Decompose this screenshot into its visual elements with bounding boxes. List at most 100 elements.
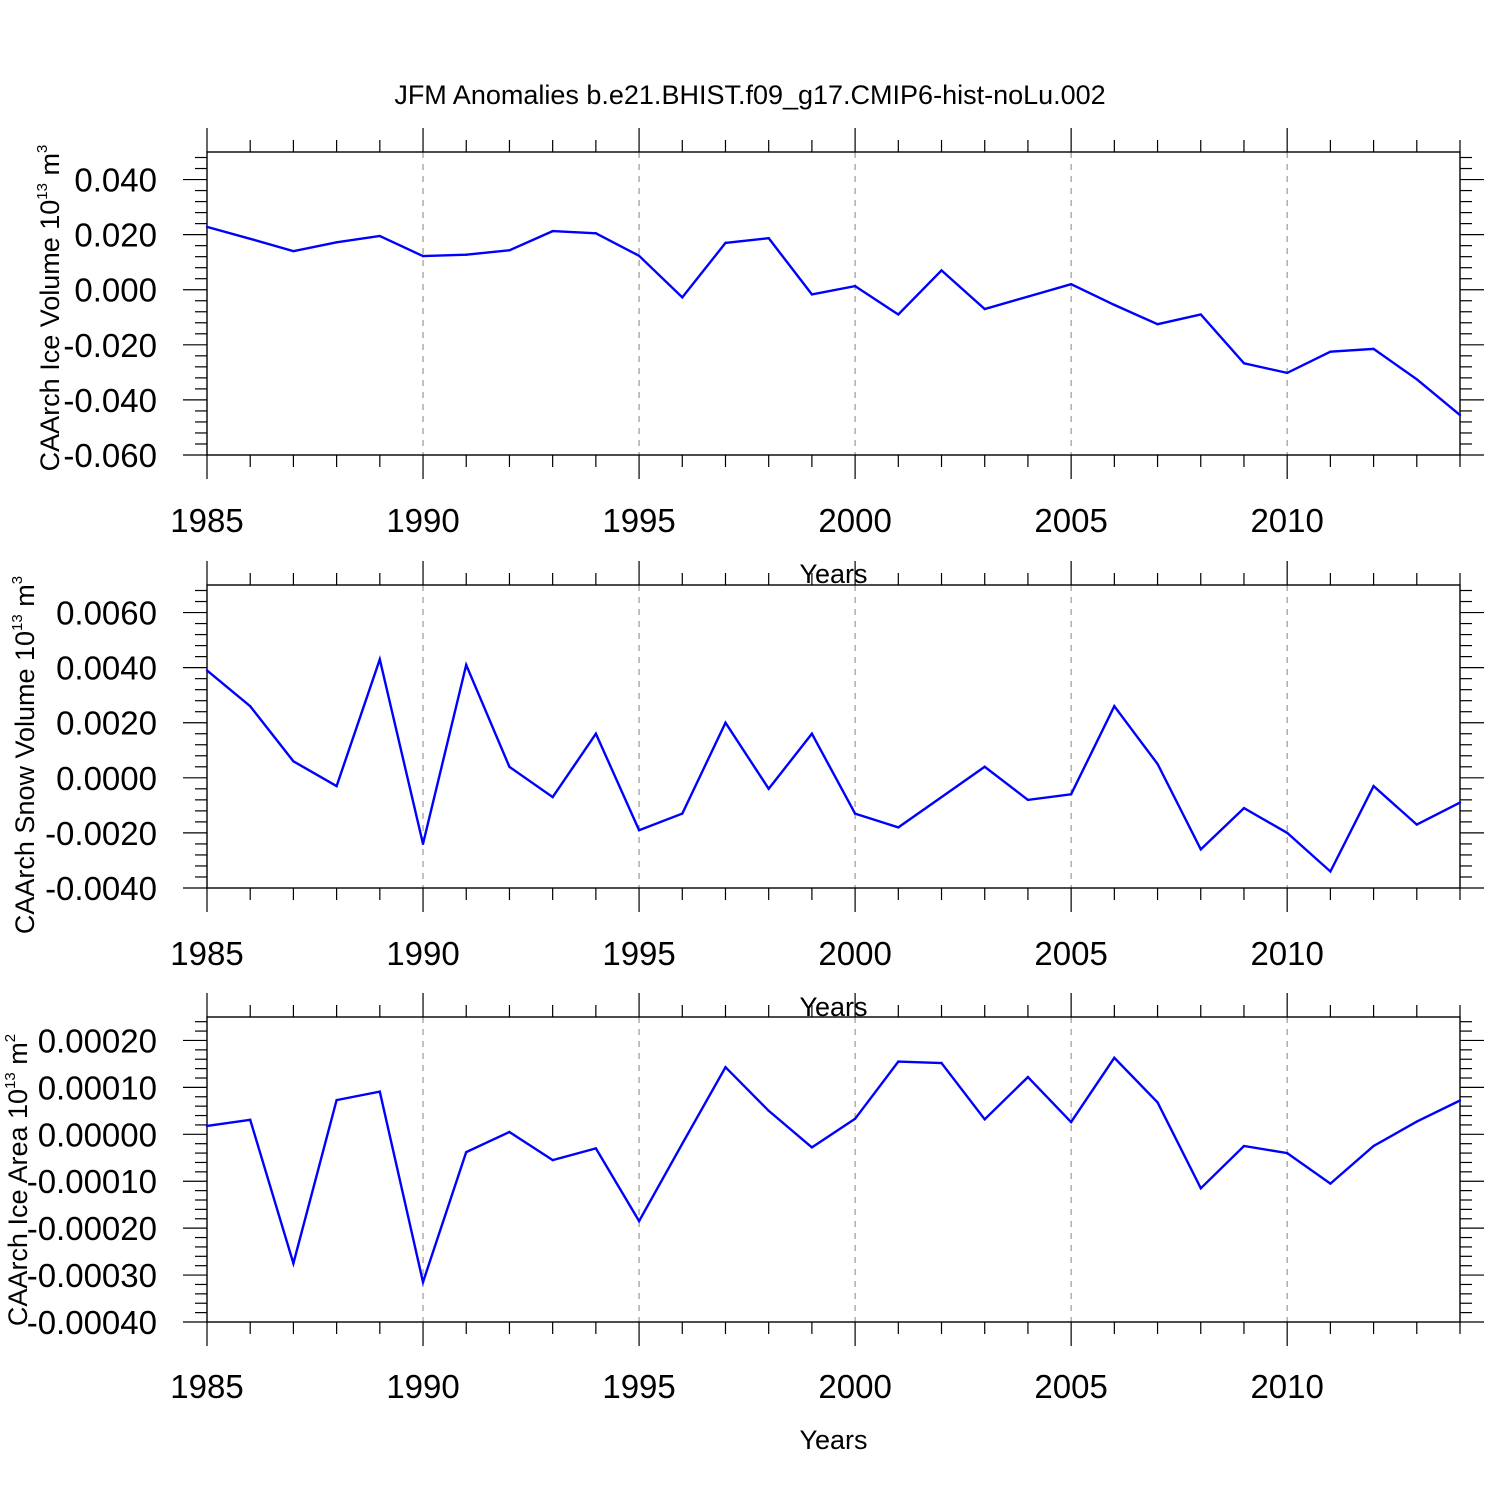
data-point — [681, 1142, 684, 1145]
data-point — [724, 241, 727, 245]
data-point — [810, 1146, 814, 1149]
data-point — [983, 1118, 986, 1121]
y-tick-label: 0.00020 — [38, 1022, 157, 1059]
data-point — [810, 732, 814, 735]
data-point — [1113, 303, 1116, 307]
y-tick-label: 0.00000 — [38, 1116, 157, 1153]
data-point — [940, 269, 943, 272]
data-point — [853, 1117, 857, 1121]
x-tick-label: 1995 — [602, 502, 675, 539]
data-point — [292, 1262, 295, 1265]
data-point — [1113, 1056, 1116, 1060]
data-point — [1156, 762, 1159, 766]
data-point — [249, 237, 252, 240]
x-tick-label: 1995 — [602, 1368, 675, 1405]
data-point — [940, 1061, 943, 1065]
data-point — [1415, 378, 1418, 381]
data-point — [205, 669, 209, 672]
data-point — [681, 812, 684, 815]
data-point — [1199, 313, 1202, 316]
data-point — [465, 1150, 468, 1154]
data-point — [1285, 1151, 1289, 1155]
data-point — [810, 293, 814, 296]
data-point — [724, 1066, 727, 1069]
y-tick-label: -0.040 — [63, 382, 157, 419]
data-point — [1329, 870, 1332, 873]
x-tick-label: 2000 — [818, 502, 891, 539]
x-tick-label: 1995 — [602, 935, 675, 972]
y-axis-title: CAArch Ice Area 1013 m2 — [2, 1034, 33, 1326]
data-point — [594, 732, 598, 735]
data-point — [983, 307, 986, 311]
data-point — [249, 705, 252, 708]
series-line — [206, 1055, 1461, 1287]
data-point — [1329, 1182, 1332, 1185]
data-point — [1242, 1144, 1246, 1148]
data-point — [767, 237, 770, 240]
data-point — [1199, 1187, 1202, 1190]
x-tick-label: 2010 — [1250, 1368, 1323, 1405]
data-point — [1329, 350, 1332, 353]
x-tick-label: 1985 — [170, 1368, 243, 1405]
data-point — [421, 842, 425, 846]
data-point — [465, 663, 468, 667]
data-point — [292, 249, 295, 253]
data-point — [508, 1130, 511, 1134]
data-point — [853, 284, 857, 288]
panel-2: -0.0040 -0.0020 0.0000 0.0020 0.0040 0.0060 19… — [9, 561, 1484, 1022]
data-point — [292, 760, 295, 763]
data-point — [1372, 347, 1375, 351]
data-point — [637, 1219, 641, 1223]
y-tick-label: -0.00020 — [27, 1210, 157, 1247]
data-point — [853, 812, 857, 815]
data-point — [1285, 831, 1289, 835]
data-point — [897, 1060, 900, 1063]
data-point — [1458, 1099, 1462, 1102]
x-tick-label: 2005 — [1034, 935, 1107, 972]
y-tick-label: -0.020 — [63, 327, 157, 364]
x-tick-label: 1985 — [170, 502, 243, 539]
x-tick-label: 2010 — [1250, 502, 1323, 539]
data-point — [1415, 823, 1418, 826]
plot-frame — [206, 1016, 1461, 1323]
data-point — [940, 795, 943, 799]
data-point — [1458, 413, 1462, 417]
data-point — [637, 254, 641, 258]
data-point — [1069, 793, 1073, 796]
y-tick-label: 0.000 — [74, 272, 157, 309]
panel-3: -0.00040 -0.00030 -0.00020 -0.00010 0.00000 0… — [2, 993, 1484, 1455]
panel-1: -0.060 -0.040 -0.020 0.000 0.020 0.040 1985 199… — [34, 128, 1484, 589]
data-point — [551, 1158, 554, 1162]
y-tick-label: 0.0020 — [56, 705, 157, 742]
data-point — [1156, 322, 1159, 326]
data-point — [1199, 848, 1202, 851]
data-point — [1242, 806, 1246, 810]
x-tick-label: 2005 — [1034, 1368, 1107, 1405]
x-tick-label: 2010 — [1250, 935, 1323, 972]
x-tick-label: 2005 — [1034, 502, 1107, 539]
data-point — [594, 1147, 598, 1150]
series-line — [206, 225, 1461, 417]
data-point — [421, 254, 425, 258]
y-tick-label: 0.040 — [74, 162, 157, 199]
y-tick-label: 0.0000 — [56, 760, 157, 797]
data-point — [378, 1090, 382, 1093]
x-tick-label: 1990 — [386, 935, 459, 972]
data-point — [249, 1118, 252, 1121]
x-axis-title: Years — [799, 1425, 867, 1455]
x-tick-label: 2000 — [818, 935, 891, 972]
data-point — [1415, 1120, 1418, 1123]
y-tick-label: 0.0060 — [56, 595, 157, 632]
data-point — [1372, 784, 1375, 788]
x-tick-label: 1990 — [386, 1368, 459, 1405]
data-point — [1458, 801, 1462, 804]
data-point — [1069, 1120, 1073, 1124]
y-tick-label: 0.0040 — [56, 650, 157, 687]
y-tick-label: -0.00030 — [27, 1257, 157, 1294]
data-point — [983, 765, 986, 768]
y-axis-title: CAArch Snow Volume 1013 m3 — [9, 576, 40, 934]
y-tick-label: -0.00010 — [27, 1163, 157, 1200]
data-point — [1026, 295, 1030, 298]
y-tick-label: -0.0020 — [45, 815, 157, 852]
